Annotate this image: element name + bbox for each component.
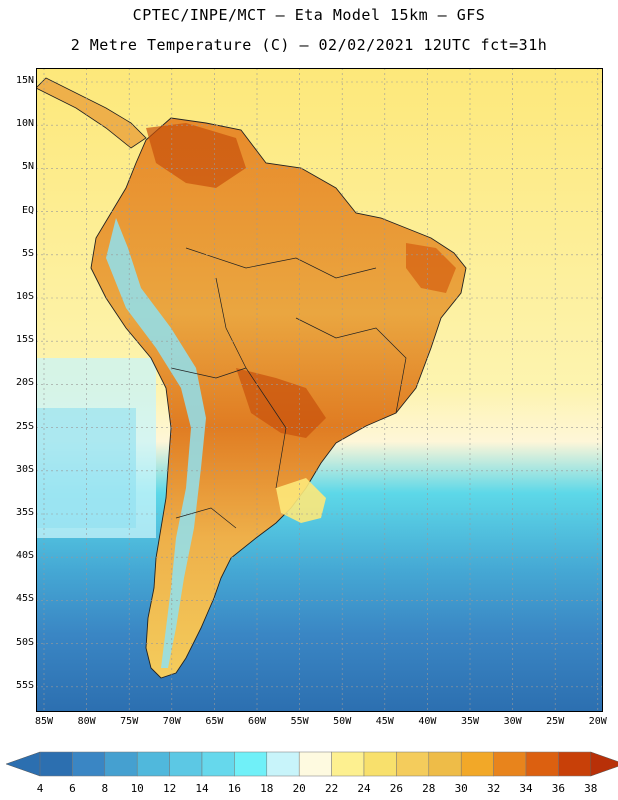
colorbar-label: 24 (357, 782, 371, 795)
latitude-label: 10S (15, 291, 34, 302)
title-line-1: CPTEC/INPE/MCT – Eta Model 15km – GFS (132, 6, 486, 24)
colorbar-label: 14 (195, 782, 209, 795)
colorbar-label: 16 (227, 782, 242, 795)
colorbar-label: 10 (130, 782, 144, 795)
colorbar-cell (558, 751, 592, 777)
temperature-map (36, 68, 603, 712)
colorbar-label: 6 (69, 782, 76, 795)
title-line-2: 2 Metre Temperature (C) – 02/02/2021 12U… (70, 36, 548, 54)
longitude-label: 20W (588, 716, 607, 727)
latitude-label: 15N (15, 75, 34, 86)
andes-cold-strip (106, 218, 206, 668)
colorbar-cell (428, 751, 462, 777)
colorbar-label: 4 (36, 782, 44, 795)
longitude-label: 85W (34, 716, 54, 727)
longitude-label: 25W (546, 716, 565, 727)
colorbar (5, 751, 618, 777)
colorbar-label: 38 (584, 782, 598, 795)
central-america-land (36, 77, 147, 149)
graticule (36, 68, 603, 712)
colorbar-label: 28 (422, 782, 436, 795)
colorbar-cell (169, 751, 203, 777)
hot-core-north (146, 123, 246, 188)
latitude-label: 30S (15, 463, 34, 475)
colorbar-cell (104, 751, 138, 777)
colorbar-cell (525, 751, 559, 777)
latitude-label: 5N (21, 161, 34, 173)
colorbar-cell (201, 751, 235, 777)
colorbar-cell (72, 751, 106, 777)
longitude-label: 70W (162, 716, 181, 727)
longitude-label: 35W (460, 716, 480, 727)
longitude-label: 30W (503, 716, 522, 727)
colorbar-cell (298, 751, 332, 777)
colorbar-cell (331, 751, 365, 777)
colorbar-cell (460, 751, 494, 777)
colorbar-cell (493, 751, 527, 777)
hot-core-paraguay (236, 368, 326, 438)
country-border-4 (170, 367, 247, 379)
country-border-1 (185, 247, 377, 279)
latitude-label: 55S (15, 679, 34, 691)
colorbar-label: 34 (519, 782, 533, 795)
colorbar-right-arrow (590, 751, 618, 777)
longitude-label: 40W (418, 716, 437, 727)
colorbar-label: 26 (389, 782, 404, 795)
latitude-label: 45S (15, 593, 34, 605)
country-border-5 (175, 507, 237, 529)
colorbar-label: 12 (162, 782, 177, 795)
colorbar-label: 30 (454, 782, 468, 795)
longitude-label: 50W (333, 716, 352, 727)
latitude-label: 10N (15, 118, 34, 130)
colorbar-label: 36 (551, 782, 566, 795)
country-border-2 (215, 277, 287, 489)
country-border-3 (295, 317, 407, 414)
colorbar-label: 20 (292, 782, 306, 795)
latitude-label: 5S (21, 247, 34, 259)
longitude-label: 80W (77, 716, 96, 727)
latitude-label: 50S (15, 636, 34, 648)
longitude-label: 75W (120, 716, 139, 727)
latitude-label: EQ (21, 204, 34, 216)
colorbar-cell (234, 751, 268, 777)
colorbar-cells (5, 751, 618, 777)
uruguay-cool (276, 478, 326, 523)
latitude-label: 25S (15, 420, 34, 432)
longitude-label: 55W (290, 716, 309, 727)
colorbar-label: 32 (486, 782, 501, 795)
colorbar-cell (396, 751, 430, 777)
latitude-label: 20S (15, 377, 34, 389)
colorbar-left-arrow (5, 751, 41, 777)
colorbar-cell (39, 751, 73, 777)
longitude-label: 45W (375, 716, 394, 727)
longitude-label: 60W (247, 716, 267, 727)
hot-core-northeast (406, 243, 456, 293)
colorbar-label: 22 (324, 782, 339, 795)
colorbar-cell (266, 751, 300, 777)
colorbar-label: 8 (101, 782, 109, 795)
longitude-label: 65W (205, 716, 224, 727)
colorbar-label: 18 (260, 782, 274, 795)
latitude-label: 35S (15, 507, 34, 518)
latitude-label: 15S (15, 334, 34, 346)
colorbar-cell (363, 751, 397, 777)
pacific-cold-band (36, 408, 136, 528)
latitude-label: 40S (15, 550, 34, 562)
colorbar-cell (136, 751, 170, 777)
map-border (36, 68, 603, 712)
